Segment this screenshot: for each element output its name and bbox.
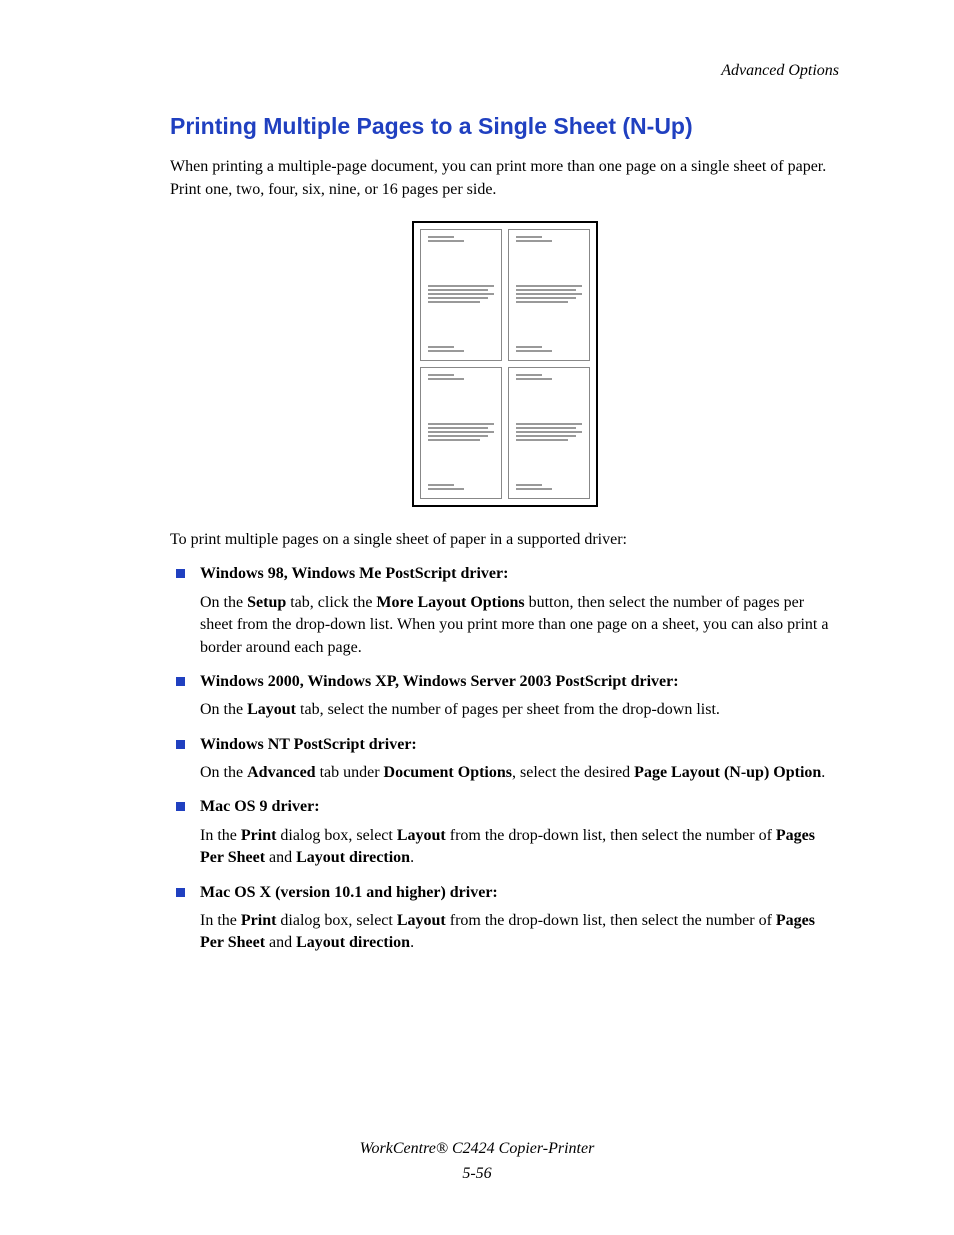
- list-item: Mac OS 9 driver: In the Print dialog box…: [170, 796, 839, 869]
- nup-diagram-sheet: [412, 221, 598, 507]
- driver-body: On the Advanced tab under Document Optio…: [200, 762, 839, 784]
- driver-body: In the Print dialog box, select Layout f…: [200, 910, 839, 955]
- header-section: Advanced Options: [721, 60, 839, 82]
- list-item: Windows 98, Windows Me PostScript driver…: [170, 563, 839, 659]
- nup-diagram: [170, 221, 839, 507]
- nup-mini-page: [420, 367, 502, 499]
- driver-body: On the Layout tab, select the number of …: [200, 699, 839, 721]
- intro-paragraph: When printing a multiple-page document, …: [170, 156, 839, 201]
- list-item: Windows NT PostScript driver: On the Adv…: [170, 734, 839, 785]
- lead-in-text: To print multiple pages on a single shee…: [170, 529, 839, 551]
- driver-body: On the Setup tab, click the More Layout …: [200, 592, 839, 659]
- page-title: Printing Multiple Pages to a Single Shee…: [170, 110, 839, 142]
- list-item: Mac OS X (version 10.1 and higher) drive…: [170, 882, 839, 955]
- driver-title: Windows NT PostScript driver:: [200, 734, 839, 756]
- list-item: Windows 2000, Windows XP, Windows Server…: [170, 671, 839, 722]
- driver-list: Windows 98, Windows Me PostScript driver…: [170, 563, 839, 954]
- footer-product: WorkCentre® C2424 Copier-Printer: [360, 1140, 595, 1157]
- driver-title: Mac OS 9 driver:: [200, 796, 839, 818]
- nup-mini-page: [508, 367, 590, 499]
- page-footer: WorkCentre® C2424 Copier-Printer 5-56: [0, 1138, 954, 1185]
- driver-body: In the Print dialog box, select Layout f…: [200, 825, 839, 870]
- footer-page-number: 5-56: [0, 1163, 954, 1185]
- driver-title: Windows 98, Windows Me PostScript driver…: [200, 563, 839, 585]
- nup-mini-page: [420, 229, 502, 361]
- nup-mini-page: [508, 229, 590, 361]
- driver-title: Windows 2000, Windows XP, Windows Server…: [200, 671, 839, 693]
- driver-title: Mac OS X (version 10.1 and higher) drive…: [200, 882, 839, 904]
